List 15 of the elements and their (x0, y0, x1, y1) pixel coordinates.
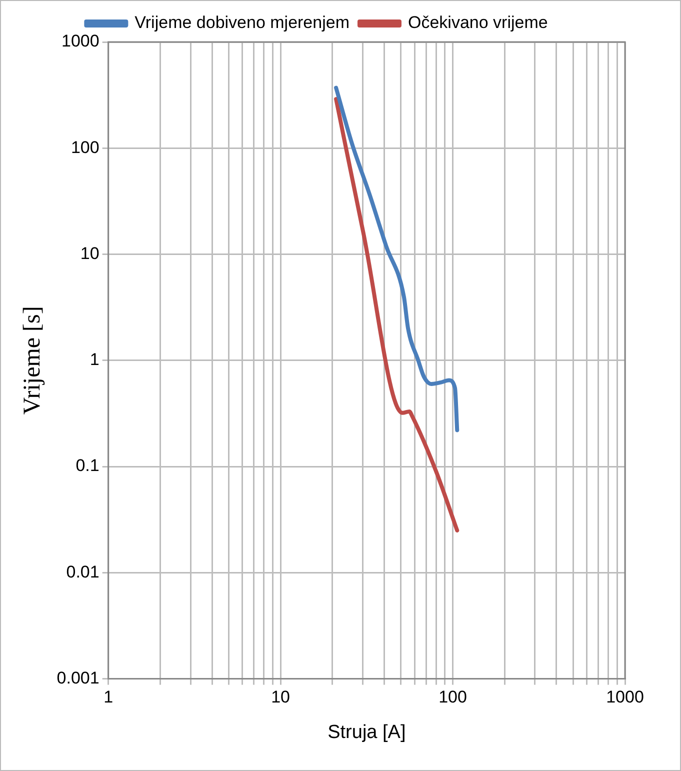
x-axis-title: Struja [A] (328, 722, 406, 743)
y-tick-label: 10 (80, 244, 100, 263)
y-axis-title: Vrijeme [s] (20, 306, 46, 415)
y-tick-label: 0.01 (66, 562, 100, 582)
y-tick-label: 0.1 (76, 456, 100, 476)
y-tick-label: 1 (90, 350, 100, 370)
x-tick-label: 1 (104, 688, 114, 707)
legend-label: Očekivano vrijeme (408, 13, 548, 32)
legend-label: Vrijeme dobiveno mjerenjem (134, 13, 350, 32)
y-tick-label: 100 (70, 138, 100, 157)
y-tick-label: 0.001 (56, 668, 100, 688)
x-tick-label: 10 (271, 688, 290, 707)
x-tick-label: 100 (438, 688, 467, 707)
x-tick-label: 1000 (606, 688, 644, 707)
y-tick-label: 1000 (62, 32, 100, 51)
